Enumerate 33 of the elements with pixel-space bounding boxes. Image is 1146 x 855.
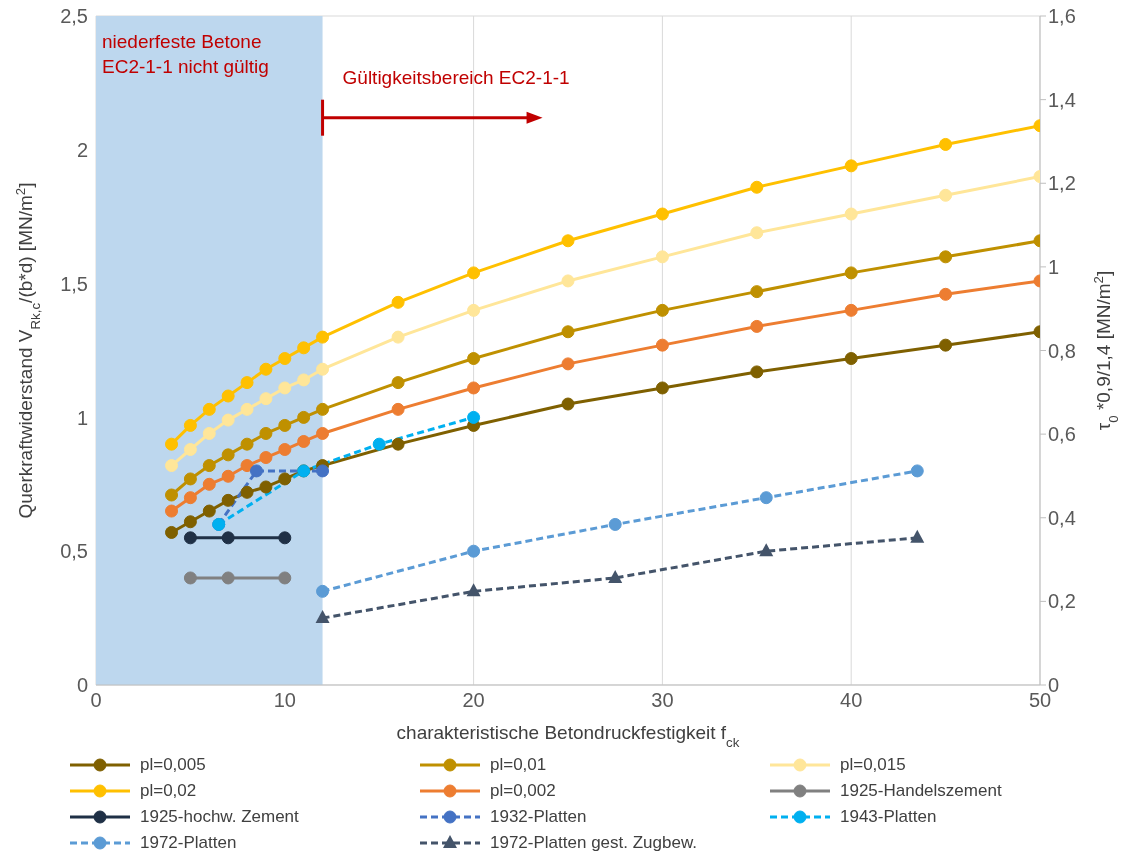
y2-tick-label: 1 [1048, 255, 1060, 278]
legend-label: 1932-Platten [490, 807, 587, 827]
legend-label: pl=0,005 [140, 755, 206, 775]
legend-label: 1925-hochw. Zement [140, 807, 299, 827]
legend-label: pl=0,015 [840, 755, 906, 775]
y2-tick-label: 1,4 [1048, 88, 1076, 111]
x-tick-label: 40 [840, 689, 863, 712]
x-tick-label: 20 [462, 689, 485, 712]
y-tick-label: 0,5 [60, 540, 88, 563]
band-label: niederfeste Betone EC2-1-1 nicht gültig [102, 31, 269, 77]
y-tick-label: 0 [76, 674, 88, 697]
y2-tick-label: 0,4 [1048, 506, 1076, 529]
legend-label: 1972-Platten gest. Zugbew. [490, 833, 697, 853]
x-tick-label: 30 [651, 689, 674, 712]
legend-label: pl=0,02 [140, 781, 197, 801]
y2-tick-label: 1,6 [1048, 5, 1076, 28]
y2-tick-label: 0,6 [1048, 423, 1076, 446]
y-tick-label: 2,5 [60, 5, 88, 28]
legend-label: 1943-Platten [840, 807, 937, 827]
legend-label: pl=0,002 [490, 781, 556, 801]
x-axis-title: charakteristische Betondruckfestigkeit f$_{ck}$ [396, 722, 740, 750]
y2-tick-label: 1,2 [1048, 172, 1076, 195]
y2-tick-label: 0,8 [1048, 339, 1076, 362]
y-tick-label: 1 [76, 406, 88, 429]
legend-label: pl=0,01 [490, 755, 547, 775]
y2-tick-label: 0,2 [1048, 590, 1076, 613]
y-tick-label: 2 [76, 138, 88, 161]
y-tick-label: 1,5 [60, 272, 88, 295]
x-tick-label: 0 [90, 689, 102, 712]
x-tick-label: 10 [273, 689, 296, 712]
legend-label: 1925-Handelszement [840, 781, 1002, 801]
legend-label: 1972-Platten [140, 833, 237, 853]
annotation: Gültigkeitsbereich EC2-1-1 [342, 66, 570, 88]
